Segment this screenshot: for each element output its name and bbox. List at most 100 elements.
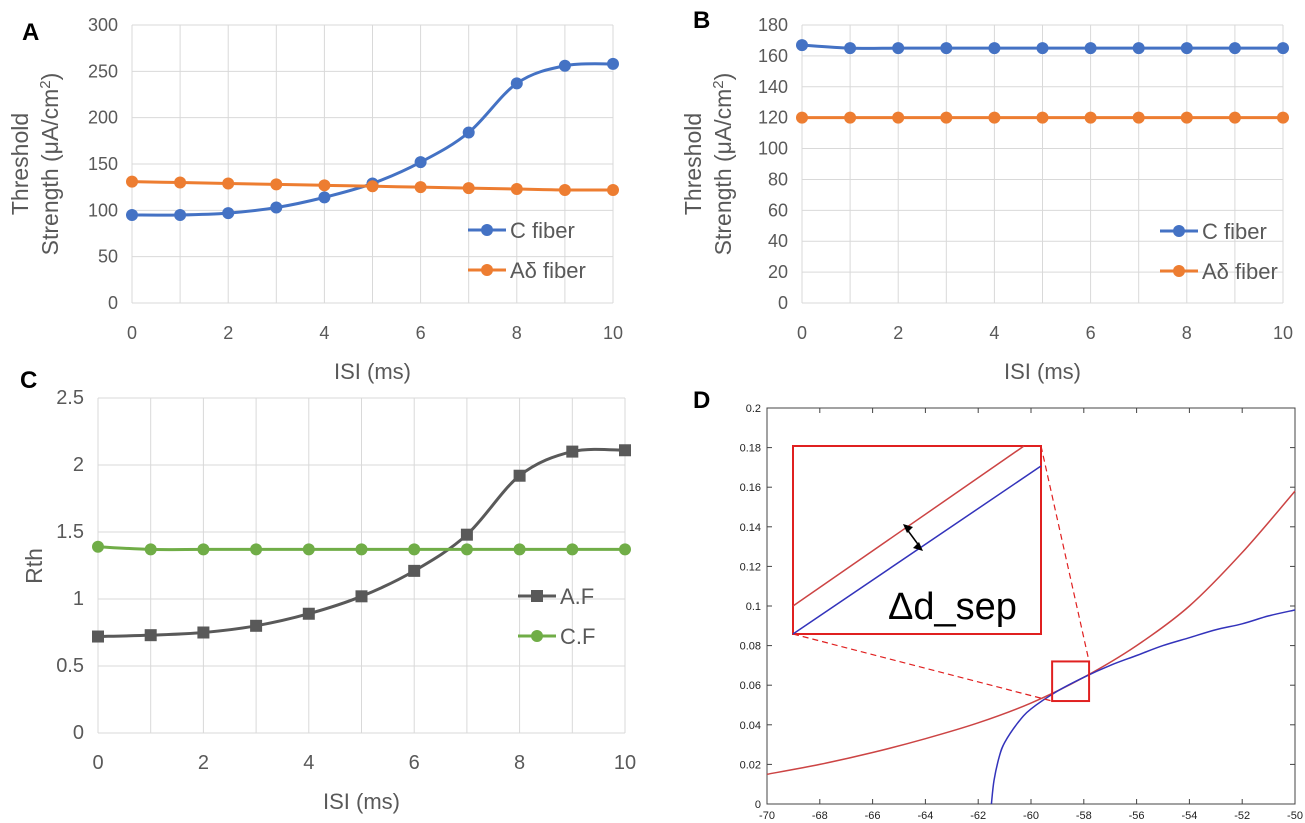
x-tick-label: 2 [893,323,903,343]
data-point [414,156,427,169]
y-axis-label-line2: Strength (μA/cm2) [37,73,63,256]
x-tick-label: 2 [198,752,209,774]
x-tick-label: 8 [1182,323,1192,343]
x-axis-label: ISI (ms) [1004,359,1081,384]
y-tick-label: 0.08 [740,641,761,653]
data-point [318,191,331,204]
y-tick-label: 150 [88,154,118,174]
data-point [566,445,579,458]
data-point [92,630,104,643]
y-tick-label: 1 [73,588,84,610]
data-point [144,543,157,556]
data-point [1277,42,1289,55]
data-point [1132,111,1145,124]
data-point [1277,111,1289,124]
y-tick-label: 180 [758,15,788,35]
legend-marker [531,590,543,602]
data-point [355,543,368,556]
data-point [197,543,210,556]
y-tick-label: 0 [778,293,788,313]
y-tick-label: 0 [108,293,118,313]
y-tick-label: 60 [768,200,788,220]
inset-arrow-head [913,542,923,551]
data-point [144,629,157,642]
x-tick-label: -54 [1181,810,1197,822]
y-tick-label: 0 [755,799,761,811]
x-tick-label: 10 [614,752,636,774]
data-point [355,590,368,603]
y-tick-label: 0 [73,722,84,744]
data-point [619,543,631,556]
y-tick-label: 0.06 [740,680,761,692]
y-tick-label: 40 [768,231,788,251]
data-point [270,201,283,214]
x-tick-label: 8 [514,752,525,774]
x-axis-label: ISI (ms) [323,789,400,814]
x-tick-label: 10 [1273,323,1293,343]
zoom-connector [792,633,1053,702]
legend-label: A.F [560,584,594,609]
data-point [1132,42,1145,55]
y-tick-label: 0.14 [740,522,761,534]
x-tick-label: -68 [812,810,828,822]
data-point [796,111,808,124]
legend-label: Aδ fiber [510,258,586,283]
data-point [619,444,631,457]
data-point [844,42,857,55]
chart-b: 0 20 40 60 80 100 120 140 160 180 0 2 4 6 8 10 ISI (ms) T… [680,15,1293,384]
chart-d: 0 0.02 0.04 0.06 0.08 0.1 0.12 0.14 0.16 0.18 0.2 -… [740,403,1303,822]
x-tick-label: 6 [1086,323,1096,343]
y-tick-label: 250 [88,61,118,81]
inset-label: Δd_sep [888,586,1017,628]
data-point [302,543,315,556]
legend-marker [1173,225,1185,237]
y-tick-label: 0.02 [740,759,761,771]
data-point [1084,42,1097,55]
zoom-box [1051,660,1091,703]
legend-label: C.F [560,624,595,649]
data-point [1084,111,1097,124]
y-axis-label: Rth [21,548,47,584]
x-axis-label: ISI (ms) [334,359,411,384]
x-tick-label: 0 [797,323,807,343]
data-point [92,540,104,553]
data-point [1180,111,1193,124]
legend-label: C fiber [1202,219,1267,244]
y-tick-label: 0.18 [740,443,761,455]
data-point [197,626,210,639]
inset-arrow-head [903,524,913,533]
data-point [414,181,427,194]
data-point [844,111,857,124]
data-point [174,208,187,221]
y-tick-label: 140 [758,77,788,97]
y-tick-label: 120 [758,108,788,128]
y-tick-label: 160 [758,46,788,66]
data-point [250,543,263,556]
y-tick-label: 0.5 [56,655,84,677]
x-tick-label: -58 [1076,810,1092,822]
data-point [408,543,421,556]
data-point [940,42,953,55]
data-point [513,469,526,482]
data-point [126,208,138,221]
data-point [988,42,1001,55]
x-tick-label: -56 [1129,810,1145,822]
legend-label: Aδ fiber [1202,259,1278,284]
data-point [302,607,315,620]
data-point [222,177,235,190]
data-point [566,543,579,556]
data-point [462,126,475,139]
panel-label-c: C [20,367,37,394]
data-point [558,59,571,72]
y-tick-label: 100 [88,200,118,220]
y-tick-label: 20 [768,262,788,282]
legend-marker [481,264,493,276]
data-point [558,183,571,196]
inset-box [792,445,1042,635]
data-point [366,180,379,193]
x-tick-label: 0 [127,323,137,343]
data-point [940,111,953,124]
data-point [174,176,187,189]
data-point [270,178,283,191]
